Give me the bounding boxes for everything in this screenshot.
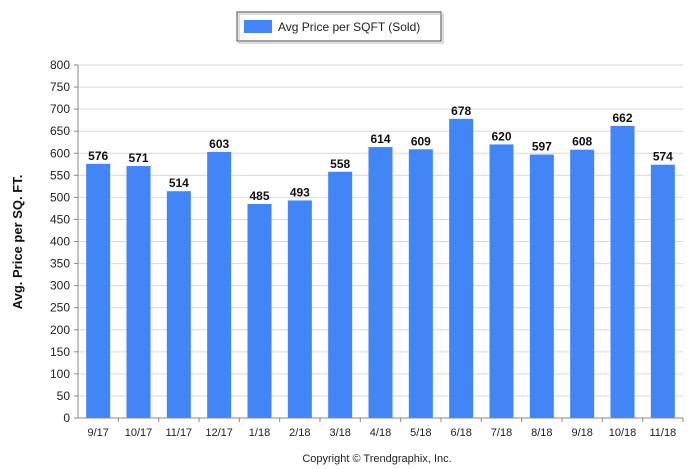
x-axis-ticks: 9/17 10/17 11/17 12/17 1/18 2/18 3/18 4/18 5/18 6… <box>87 418 684 439</box>
y-tick-label: 100 <box>50 367 70 381</box>
legend-swatch <box>244 20 272 33</box>
y-tick-label: 800 <box>50 58 70 72</box>
copyright-text: Copyright © Trendgraphix, Inc. <box>302 453 451 465</box>
bar-10-18 <box>610 125 635 418</box>
data-label: 614 <box>370 132 390 146</box>
x-tick-label: 10/17 <box>125 427 153 439</box>
bar-11-17 <box>166 191 191 418</box>
data-label: 603 <box>209 137 229 151</box>
data-label: 514 <box>169 176 189 190</box>
x-tick-label: 12/17 <box>205 427 233 439</box>
y-tick-label: 750 <box>50 80 70 94</box>
data-label: 574 <box>653 150 673 164</box>
bar-5-18 <box>408 149 433 418</box>
data-label: 662 <box>612 111 632 125</box>
legend: Avg Price per SQFT (Sold) <box>236 11 444 44</box>
bar-1-18 <box>247 203 272 418</box>
x-tick-label: 2/18 <box>289 427 310 439</box>
x-tick-label: 9/17 <box>87 427 108 439</box>
bar-12-17 <box>207 151 232 418</box>
x-tick-label: 10/18 <box>609 427 637 439</box>
x-tick-label: 3/18 <box>329 427 350 439</box>
data-label: 558 <box>330 157 350 171</box>
bar-8-18 <box>529 154 554 419</box>
y-tick-label: 400 <box>50 235 70 249</box>
y-tick-label: 150 <box>50 345 70 359</box>
bar-9-17 <box>86 163 111 418</box>
bars <box>86 118 675 419</box>
y-tick-label: 50 <box>57 389 71 403</box>
data-label: 571 <box>128 151 148 165</box>
y-tick-label: 500 <box>50 190 70 204</box>
x-tick-label: 1/18 <box>249 427 270 439</box>
legend-shadow <box>238 13 444 44</box>
x-tick-label: 8/18 <box>531 427 552 439</box>
x-tick-label: 11/18 <box>649 427 676 439</box>
y-tick-label: 650 <box>50 124 70 138</box>
bar-6-18 <box>449 118 474 419</box>
bar-4-18 <box>368 147 393 418</box>
bar-2-18 <box>287 200 312 418</box>
bar-9-18 <box>570 149 595 418</box>
data-label: 608 <box>572 135 592 149</box>
data-label: 485 <box>249 189 269 203</box>
y-tick-label: 0 <box>63 411 70 425</box>
bar-11-18 <box>650 164 675 418</box>
x-tick-label: 9/18 <box>571 427 592 439</box>
y-tick-label: 250 <box>50 301 70 315</box>
y-tick-label: 350 <box>50 257 70 271</box>
bar-10-17 <box>126 166 151 418</box>
data-label: 597 <box>532 140 552 154</box>
y-axis-label: Avg. Price per SQ. FT. <box>10 175 25 310</box>
legend-label: Avg Price per SQFT (Sold) <box>278 20 420 34</box>
data-label: 493 <box>290 185 310 199</box>
y-tick-label: 700 <box>50 102 70 116</box>
y-tick-label: 550 <box>50 168 70 182</box>
bar-7-18 <box>489 144 514 419</box>
y-tick-label: 300 <box>50 279 70 293</box>
y-tick-label: 200 <box>50 323 70 337</box>
x-tick-label: 11/17 <box>165 427 192 439</box>
y-tick-label: 600 <box>50 146 70 160</box>
bar-3-18 <box>328 171 353 418</box>
x-tick-label: 4/18 <box>370 427 391 439</box>
data-label: 576 <box>88 149 108 163</box>
data-label: 620 <box>491 129 511 143</box>
data-label: 609 <box>411 134 431 148</box>
data-label: 678 <box>451 104 471 118</box>
x-tick-label: 5/18 <box>410 427 431 439</box>
x-tick-label: 7/18 <box>491 427 512 439</box>
y-axis-ticks: 0 50 100 150 200 250 300 350 400 450 500 550 600 650 7… <box>50 58 78 425</box>
y-tick-label: 450 <box>50 212 70 226</box>
data-labels: 576 571 514 603 485 493 558 614 609 678 620 597 608 6… <box>88 104 673 203</box>
x-tick-label: 6/18 <box>450 427 471 439</box>
